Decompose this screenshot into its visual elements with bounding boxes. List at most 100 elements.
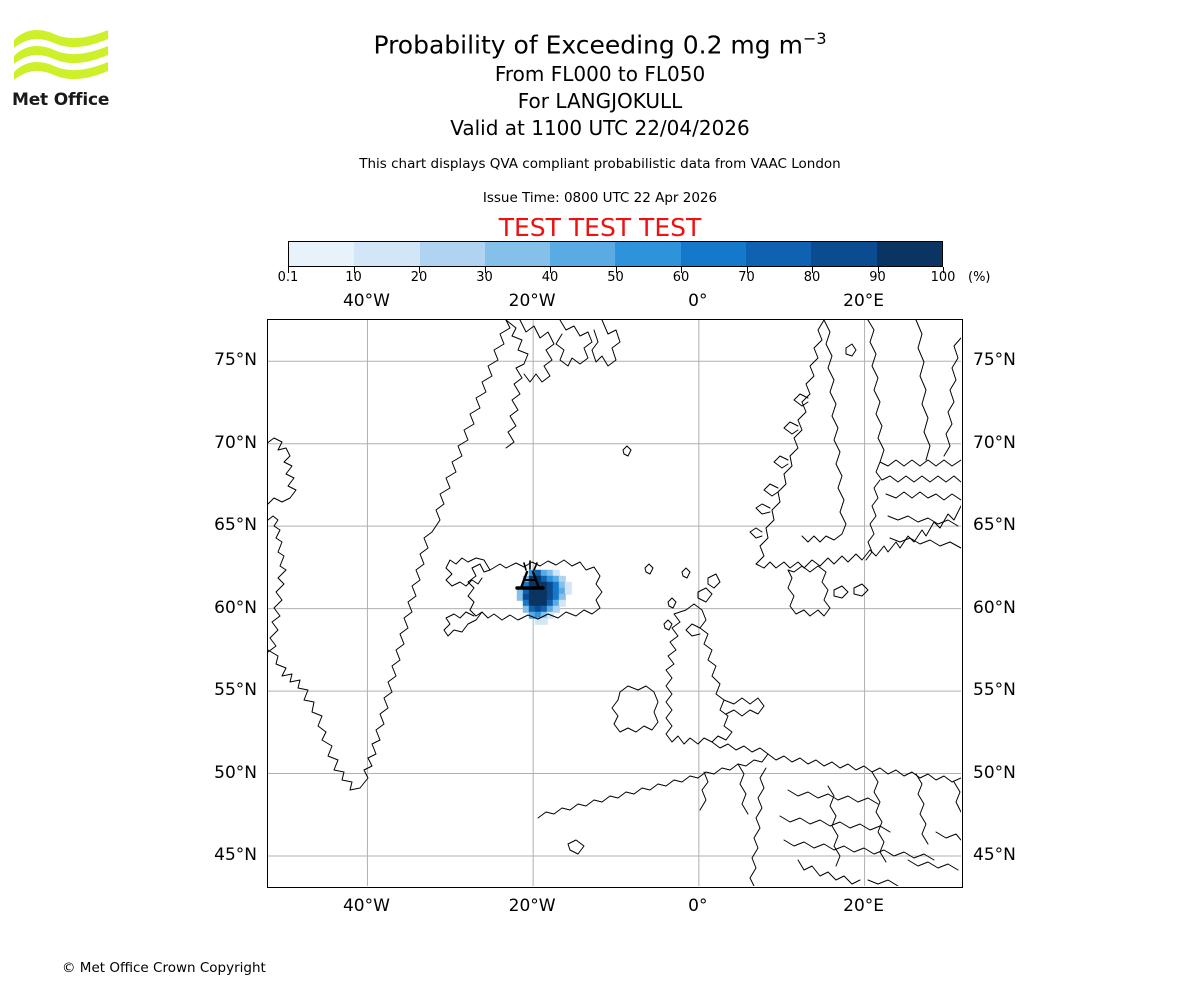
colorbar-tick-label-40: 40 (541, 270, 559, 285)
colorbar-tick (353, 267, 355, 273)
plume-cell (546, 575, 554, 583)
colorbar-tick (419, 267, 421, 273)
plume-cell (534, 593, 542, 601)
lat-tick-label-left-75°N: 75°N (214, 350, 257, 371)
plume-cell (540, 593, 548, 601)
plume-cell (558, 593, 566, 601)
plume-cell (522, 587, 530, 595)
plume-cell (552, 599, 560, 607)
plume-cell (528, 611, 536, 619)
met-office-logo-text: Met Office (12, 90, 110, 110)
plume-cell (546, 593, 554, 601)
coastlines (268, 320, 961, 886)
plume-cell (552, 575, 560, 583)
colorbar-tick-label-0.1: 0.1 (277, 270, 299, 285)
copyright-notice: © Met Office Crown Copyright (62, 960, 266, 976)
plume-cell (564, 587, 572, 595)
plume-cell (522, 593, 530, 601)
volcano-marker-icon (515, 560, 545, 590)
plume-cell (546, 587, 554, 595)
plume-cell (558, 587, 566, 595)
colorbar-tick-label-20: 20 (410, 270, 428, 285)
colorbar-swatch-1 (354, 242, 420, 266)
colorbar-unit-label: (%) (968, 270, 991, 285)
colorbar-tick (877, 267, 879, 273)
plume-cell (540, 575, 548, 583)
plume-cell (522, 599, 530, 607)
plume-cell (522, 605, 530, 613)
plume-cell (534, 587, 542, 595)
plume-cell (552, 587, 560, 595)
page-title-exponent: −3 (802, 29, 827, 48)
plume-cell (534, 605, 542, 613)
plume-cell (546, 605, 554, 613)
lat-tick-label-left-60°N: 60°N (214, 597, 257, 618)
lat-tick-label-left-70°N: 70°N (214, 432, 257, 453)
test-banner: TEST TEST TEST (498, 213, 702, 242)
colorbar-tick-label-70: 70 (738, 270, 755, 285)
plume-cell (528, 587, 536, 595)
lon-tick-label-bottom-40°W: 40°W (342, 896, 390, 916)
plume-cell (540, 569, 548, 577)
colorbar-swatch-3 (484, 242, 551, 266)
map-plot-area[interactable] (267, 319, 963, 888)
colorbar-tick (681, 267, 683, 273)
plume-cell (552, 581, 560, 589)
colorbar-swatch-9 (876, 242, 942, 266)
issue-time: Issue Time: 0800 UTC 22 Apr 2026 (482, 190, 718, 206)
colorbar-tick-label-90: 90 (869, 270, 886, 285)
page-title-text: Probability of Exceeding 0.2 mg m (373, 30, 803, 60)
plume-cell (528, 581, 536, 589)
flight-level-line: From FL000 to FL050 (494, 62, 706, 87)
plume-cell (552, 593, 560, 601)
plume-cell (522, 581, 530, 589)
map-canvas (268, 320, 961, 886)
colorbar-swatch-8 (811, 242, 877, 266)
colorbar-tick (812, 267, 814, 273)
lat-tick-label-right-75°N: 75°N (973, 350, 1016, 371)
plume-cell (564, 581, 572, 589)
colorbar-tick (484, 267, 486, 273)
lat-tick-label-right-50°N: 50°N (973, 762, 1016, 783)
plume-cell (528, 599, 536, 607)
colorbar-swatch-5 (615, 242, 681, 266)
colorbar-tick (615, 267, 617, 273)
colorbar-swatch-6 (680, 242, 747, 266)
plume-cell (546, 599, 554, 607)
qva-note: This chart displays QVA compliant probab… (359, 156, 841, 172)
plume-cell (546, 569, 554, 577)
lat-tick-label-left-65°N: 65°N (214, 515, 257, 536)
colorbar-tick (943, 267, 945, 273)
lon-tick-label-top-0°: 0° (688, 291, 708, 311)
lat-tick-label-right-45°N: 45°N (973, 845, 1016, 865)
colorbar-tick (550, 267, 552, 273)
page-title: Probability of Exceeding 0.2 mg m−3 (130, 22, 1070, 61)
met-office-waves-icon (14, 30, 108, 80)
plume-cell (540, 587, 548, 595)
valid-time-line: Valid at 1100 UTC 22/04/2026 (450, 116, 750, 141)
colorbar-swatch-4 (550, 242, 616, 266)
plume-cell (534, 575, 542, 583)
colorbar-swatches (288, 241, 943, 267)
lat-tick-label-right-70°N: 70°N (973, 432, 1016, 453)
plume-cell (540, 581, 548, 589)
colorbar-tick (746, 267, 748, 273)
met-office-logo: Met Office (12, 26, 122, 110)
plume-cell (540, 599, 548, 607)
plume-cell (540, 605, 548, 613)
lat-tick-label-left-55°N: 55°N (214, 680, 257, 701)
colorbar-tick-label-100: 100 (930, 270, 956, 285)
plume-cell (534, 611, 542, 619)
colorbar-ticks (288, 267, 945, 275)
plume-cell (534, 569, 542, 577)
chart-title-block: Probability of Exceeding 0.2 mg m−3 From… (130, 22, 1070, 142)
colorbar-swatch-2 (419, 242, 485, 266)
lat-tick-label-right-60°N: 60°N (973, 597, 1016, 618)
lon-tick-label-bottom-20°W: 20°W (508, 896, 556, 916)
lon-tick-label-top-20°W: 20°W (508, 291, 556, 311)
plume-cell (558, 599, 566, 607)
lat-tick-label-right-65°N: 65°N (973, 515, 1016, 536)
lat-tick-label-left-50°N: 50°N (214, 762, 257, 783)
plume-cell (534, 599, 542, 607)
colorbar-swatch-7 (746, 242, 812, 266)
